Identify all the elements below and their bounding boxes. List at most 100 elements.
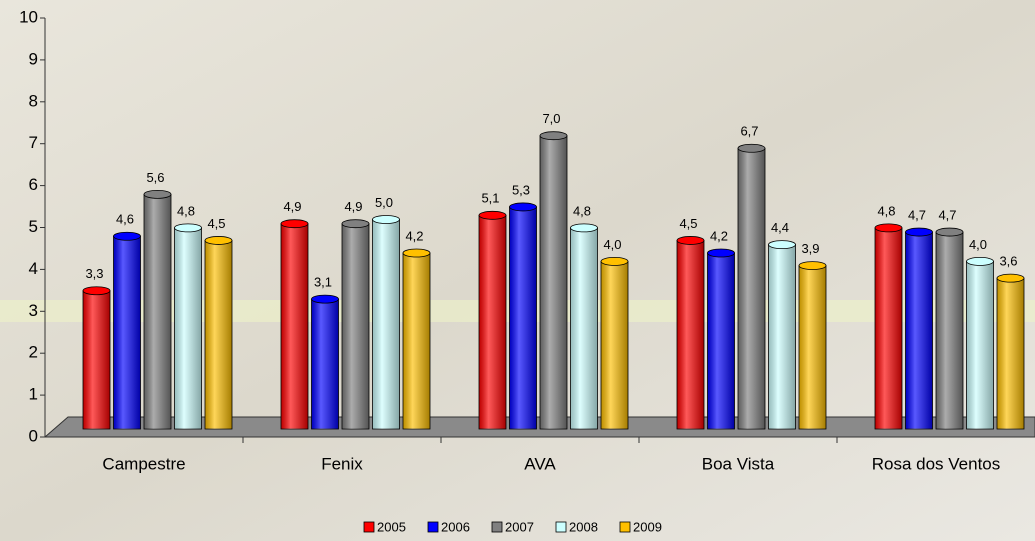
value-label: 3,3 (85, 266, 103, 281)
bar-shine (342, 224, 369, 429)
bar-top (601, 257, 628, 265)
y-tick-label: 5 (29, 217, 38, 236)
x-tick-label: AVA (524, 454, 556, 473)
bar-top (677, 236, 704, 244)
bar-top (373, 216, 400, 224)
y-tick-label: 8 (29, 91, 38, 110)
value-label: 4,9 (283, 199, 301, 214)
value-label: 4,8 (573, 203, 591, 218)
bar-top (342, 220, 369, 228)
value-label: 4,8 (177, 203, 195, 218)
bar-top (83, 287, 110, 295)
value-label: 3,1 (314, 275, 332, 290)
legend-label: 2007 (505, 519, 534, 534)
bar-shine (738, 148, 765, 429)
bar-top (936, 228, 963, 236)
y-tick-label: 2 (29, 343, 38, 362)
bar-top (281, 220, 308, 228)
bar-shine (175, 228, 202, 429)
bar-top (479, 211, 506, 219)
legend-swatch (492, 522, 502, 532)
bar-top (144, 190, 171, 198)
x-tick-label: Campestre (102, 454, 185, 473)
value-label: 4,0 (969, 237, 987, 252)
bar-shine (799, 266, 826, 429)
bar-top (738, 144, 765, 152)
bar-top (403, 249, 430, 257)
legend-swatch (364, 522, 374, 532)
bar-shine (83, 291, 110, 429)
bar-top (708, 249, 735, 257)
bar-top (205, 236, 232, 244)
y-tick-label: 6 (29, 175, 38, 194)
value-label: 5,1 (481, 191, 499, 206)
value-label: 5,0 (375, 195, 393, 210)
bar-shine (601, 261, 628, 429)
legend-label: 2005 (377, 519, 406, 534)
bar-shine (875, 228, 902, 429)
value-label: 4,0 (603, 237, 621, 252)
bar-shine (936, 232, 963, 429)
y-tick-label: 3 (29, 301, 38, 320)
bar-top (540, 132, 567, 140)
bar-top (312, 295, 339, 303)
bar-shine (708, 253, 735, 429)
legend-swatch (428, 522, 438, 532)
y-tick-label: 10 (19, 7, 38, 26)
bar-top (510, 203, 537, 211)
bar-shine (906, 232, 933, 429)
bar-top (114, 232, 141, 240)
value-label: 4,5 (207, 216, 225, 231)
value-label: 3,6 (999, 254, 1017, 269)
value-label: 4,4 (771, 220, 789, 235)
y-tick-label: 7 (29, 133, 38, 152)
bar-shine (281, 224, 308, 429)
legend-label: 2008 (569, 519, 598, 534)
bar-top (906, 228, 933, 236)
value-label: 3,9 (801, 241, 819, 256)
bar-shine (312, 299, 339, 429)
value-label: 4,2 (710, 228, 728, 243)
page: {"chart_data": {"type": "bar", "categori… (0, 0, 1035, 541)
value-label: 4,2 (405, 228, 423, 243)
bar-top (571, 224, 598, 232)
bar-shine (571, 228, 598, 429)
chart: 012345678910CampestreFenixAVABoa VistaRo… (0, 0, 1035, 541)
bar-shine (114, 236, 141, 429)
x-tick-label: Boa Vista (702, 454, 775, 473)
value-label: 7,0 (542, 111, 560, 126)
bar-shine (677, 240, 704, 429)
bar-top (997, 274, 1024, 282)
value-label: 4,7 (938, 208, 956, 223)
value-label: 4,5 (679, 216, 697, 231)
y-tick-label: 4 (29, 259, 38, 278)
legend-swatch (556, 522, 566, 532)
value-label: 4,8 (877, 203, 895, 218)
bar-shine (373, 220, 400, 430)
bar-top (799, 262, 826, 270)
value-label: 5,6 (146, 170, 164, 185)
bar-shine (769, 245, 796, 429)
value-label: 5,3 (512, 182, 530, 197)
legend-label: 2006 (441, 519, 470, 534)
bar-shine (144, 194, 171, 429)
bar-shine (997, 278, 1024, 429)
y-tick-label: 0 (29, 426, 38, 445)
bar-top (175, 224, 202, 232)
bar-shine (403, 253, 430, 429)
value-label: 6,7 (740, 124, 758, 139)
legend-label: 2009 (633, 519, 662, 534)
bar-top (967, 257, 994, 265)
value-label: 4,7 (908, 208, 926, 223)
bar-shine (205, 240, 232, 429)
y-tick-label: 1 (29, 385, 38, 404)
y-tick-label: 9 (29, 49, 38, 68)
bar-top (769, 241, 796, 249)
bar-shine (510, 207, 537, 429)
bar-shine (967, 261, 994, 429)
x-tick-label: Rosa dos Ventos (872, 454, 1001, 473)
value-label: 4,9 (344, 199, 362, 214)
value-label: 4,6 (116, 212, 134, 227)
bar-top (875, 224, 902, 232)
bar-shine (479, 215, 506, 429)
